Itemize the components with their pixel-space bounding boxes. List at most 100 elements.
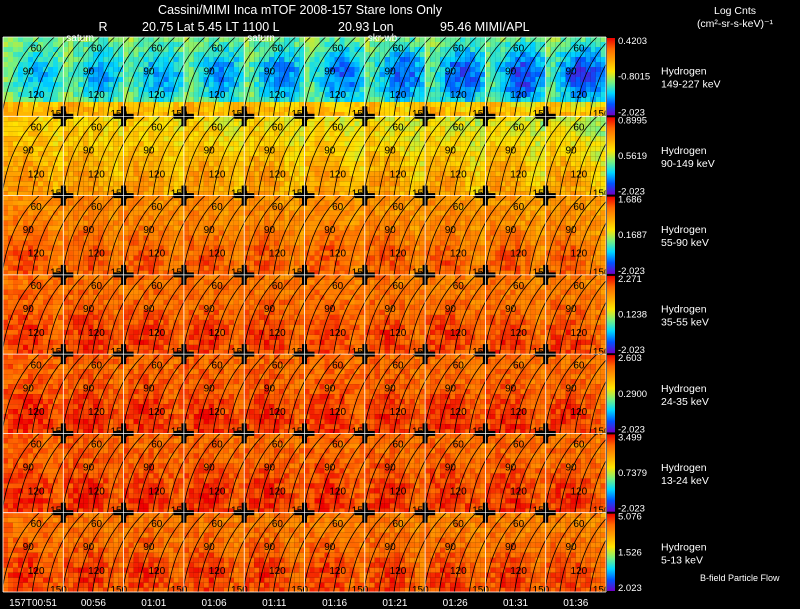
heatmap-cell <box>13 171 18 177</box>
heatmap-cell <box>153 245 159 251</box>
heatmap-cell <box>450 72 456 77</box>
heatmap-cell <box>314 136 320 142</box>
heatmap-cell <box>168 72 174 77</box>
heatmap-cell <box>389 87 395 92</box>
heatmap-cell <box>153 47 159 52</box>
heatmap-cell <box>525 156 531 162</box>
heatmap-cell <box>465 186 471 192</box>
heatmap-cell <box>153 52 159 57</box>
heatmap-cell <box>284 107 290 112</box>
heatmap-cell <box>399 87 405 92</box>
heatmap-cell <box>590 42 596 47</box>
heatmap-cell <box>369 62 375 67</box>
heatmap-cell <box>68 176 74 182</box>
heatmap-cell <box>560 171 566 177</box>
heatmap-cell <box>28 107 33 112</box>
heatmap-cell <box>480 82 486 87</box>
heatmap-cell <box>525 151 531 157</box>
heatmap-cell <box>540 136 546 142</box>
heatmap-cell <box>203 47 209 52</box>
heatmap-cell <box>168 52 174 57</box>
heatmap-cell <box>560 141 566 147</box>
heatmap-cell <box>349 121 355 127</box>
heatmap-cell <box>304 171 310 177</box>
heatmap-cell <box>450 141 456 147</box>
heatmap-cell <box>103 230 109 236</box>
heatmap-cell <box>404 151 410 157</box>
heatmap-cell <box>319 112 325 117</box>
heatmap-cell <box>93 121 99 127</box>
heatmap-cell <box>565 42 571 47</box>
heatmap-cell <box>113 166 119 172</box>
heatmap-cell <box>555 156 561 162</box>
heatmap-cell <box>78 126 84 132</box>
heatmap-cell <box>8 215 13 221</box>
heatmap-cell <box>43 250 48 256</box>
heatmap-cell <box>404 102 410 107</box>
heatmap-cell <box>103 62 109 67</box>
heatmap-cell <box>143 67 149 72</box>
heatmap-cell <box>279 171 285 177</box>
heatmap-cell <box>470 92 476 97</box>
heatmap-cell <box>138 205 144 211</box>
heatmap-cell <box>339 87 345 92</box>
heatmap-cell <box>580 131 586 137</box>
heatmap-cell <box>399 57 405 62</box>
heatmap-cell <box>329 62 335 67</box>
heatmap-cell <box>48 37 53 42</box>
heatmap-cell <box>58 37 63 42</box>
heatmap-cell <box>430 62 436 67</box>
heatmap-cell <box>38 191 43 196</box>
heatmap-cell <box>480 92 486 97</box>
heatmap-cell <box>98 156 104 162</box>
heatmap-cell <box>565 57 571 62</box>
heatmap-cell <box>344 112 350 117</box>
heatmap-cell <box>289 57 295 62</box>
heatmap-cell <box>274 62 280 67</box>
heatmap-cell <box>38 116 43 122</box>
heatmap-cell <box>58 102 63 107</box>
heatmap-cell <box>254 72 260 77</box>
heatmap-cell <box>23 77 28 82</box>
heatmap-cell <box>3 42 8 47</box>
heatmap-cell <box>314 171 320 177</box>
heatmap-cell <box>18 210 23 216</box>
heatmap-cell <box>515 161 521 167</box>
heatmap-cell <box>505 42 511 47</box>
heatmap-cell <box>299 42 305 47</box>
heatmap-cell <box>218 37 224 42</box>
heatmap-cell <box>595 107 601 112</box>
heatmap-cell <box>168 240 174 246</box>
heatmap-cell <box>203 166 209 172</box>
heatmap-cell <box>445 87 451 92</box>
heatmap-cell <box>148 260 154 266</box>
heatmap-cell <box>8 92 13 97</box>
heatmap-cell <box>238 176 244 182</box>
heatmap-cell <box>63 97 69 102</box>
heatmap-cell <box>430 186 436 192</box>
heatmap-cell <box>208 166 214 172</box>
heatmap-cell <box>419 156 425 162</box>
heatmap-cell <box>28 210 33 216</box>
heatmap-cell <box>495 116 501 122</box>
heatmap-cell <box>570 97 576 102</box>
heatmap-cell <box>18 92 23 97</box>
heatmap-cell <box>264 82 270 87</box>
heatmap-cell <box>133 265 139 271</box>
heatmap-cell <box>244 42 250 47</box>
heatmap-cell <box>374 72 380 77</box>
heatmap-cell <box>213 82 219 87</box>
heatmap-cell <box>590 47 596 52</box>
heatmap-cell <box>510 141 516 147</box>
heatmap-cell <box>359 181 365 187</box>
heatmap-cell <box>173 42 179 47</box>
heatmap-cell <box>309 37 315 42</box>
heatmap-cell <box>334 102 340 107</box>
heatmap-cell <box>118 97 124 102</box>
heatmap-cell <box>430 181 436 187</box>
heatmap-cell <box>389 52 395 57</box>
heatmap-cell <box>23 176 28 182</box>
heatmap-cell <box>63 176 69 182</box>
heatmap-cell <box>500 87 506 92</box>
heatmap-cell <box>28 230 33 236</box>
